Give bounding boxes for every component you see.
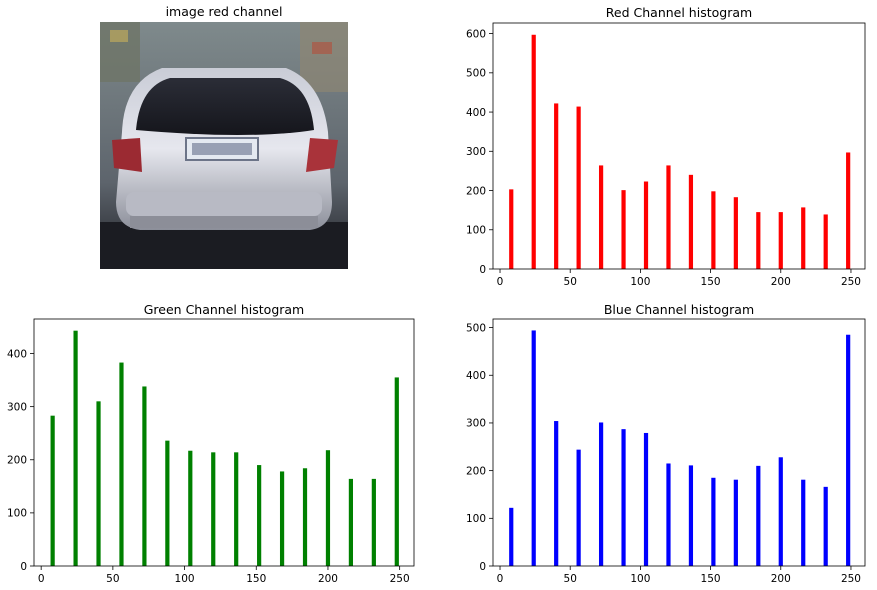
histogram-bar (823, 214, 828, 269)
histogram-bar (666, 463, 671, 566)
y-tick-label: 0 (479, 561, 486, 573)
chart-title-red: Red Channel histogram (605, 5, 753, 20)
histogram-bar (598, 422, 604, 566)
histogram-bar (688, 174, 694, 269)
y-tick-label: 500 (466, 322, 486, 334)
histogram-bar (257, 465, 262, 566)
y-tick-label: 300 (466, 418, 486, 430)
y-tick-label: 0 (479, 264, 486, 276)
histogram-bar (576, 106, 581, 269)
histogram-bar (801, 207, 806, 269)
axes-frame (492, 318, 866, 567)
histogram-bar (188, 450, 193, 566)
x-tick-label: 200 (771, 573, 791, 585)
x-tick-label: 100 (630, 276, 650, 288)
y-tick-label: 400 (466, 107, 486, 119)
histogram-bar (302, 468, 308, 566)
car-image (100, 22, 348, 269)
axes-frame (492, 22, 866, 270)
histogram-bar (733, 479, 738, 566)
x-tick-label: 100 (175, 573, 195, 585)
car-picture (100, 22, 348, 269)
histogram-bar (119, 362, 124, 566)
histogram-bar (348, 478, 354, 566)
histogram-bar (576, 449, 581, 566)
y-tick-label: 400 (466, 370, 486, 382)
x-tick-label: 50 (564, 276, 577, 288)
histogram-bar (279, 471, 285, 566)
x-tick-label: 250 (841, 573, 861, 585)
histogram-bar (778, 212, 783, 269)
green-histogram-chart: 0 50 100 150 200 250 0 100 200 300 400 (7, 318, 415, 585)
blue-histogram-chart: 0 50 100 150 200 250 0 100 200 300 400 500 (466, 318, 866, 585)
y-tick-label: 100 (466, 225, 486, 237)
histogram-bar (211, 452, 216, 566)
histogram-bar (509, 189, 514, 269)
histogram-bar (554, 421, 559, 566)
histogram-bar (621, 190, 626, 269)
x-tick-label: 0 (38, 573, 45, 585)
y-tick-label: 400 (7, 348, 27, 360)
x-tick-label: 50 (564, 573, 577, 585)
histogram-bar (643, 181, 649, 269)
histogram-bar (531, 330, 536, 566)
x-tick-label: 50 (106, 573, 119, 585)
axes-frame (33, 318, 415, 567)
x-tick-label: 200 (771, 276, 791, 288)
image-title: image red channel (165, 4, 283, 19)
histogram-bar (711, 477, 716, 566)
histogram-bar (688, 465, 694, 566)
y-tick-label: 200 (466, 185, 486, 197)
histogram-bar (846, 334, 851, 566)
histogram-bar (554, 103, 559, 269)
y-tick-label: 200 (7, 455, 27, 467)
histogram-bar (778, 457, 783, 566)
x-tick-label: 0 (497, 573, 504, 585)
chart-title-green: Green Channel histogram (143, 302, 305, 317)
histogram-bar (598, 165, 604, 269)
y-tick-label: 500 (466, 68, 486, 80)
histogram-bar (73, 330, 78, 566)
x-tick-label: 150 (701, 573, 721, 585)
histogram-bar (801, 479, 806, 566)
y-tick-label: 100 (466, 513, 486, 525)
histogram-bar (394, 377, 399, 566)
x-tick-label: 200 (318, 573, 338, 585)
histogram-bar (823, 486, 828, 566)
x-tick-label: 0 (497, 276, 504, 288)
y-tick-label: 300 (7, 401, 27, 413)
histogram-bar (371, 478, 376, 566)
histogram-bar (756, 212, 761, 269)
histogram-bar (756, 465, 761, 566)
x-tick-label: 150 (246, 573, 266, 585)
histogram-bar (234, 452, 239, 566)
y-tick-label: 100 (7, 508, 27, 520)
x-tick-label: 250 (841, 276, 861, 288)
x-tick-label: 100 (630, 573, 650, 585)
y-tick-label: 600 (466, 28, 486, 40)
histogram-bar (509, 507, 514, 566)
y-tick-label: 300 (466, 146, 486, 158)
chart-title-blue: Blue Channel histogram (603, 302, 755, 317)
histogram-bar (96, 401, 101, 566)
y-tick-label: 200 (466, 465, 486, 477)
histogram-bar (846, 152, 851, 269)
x-tick-label: 150 (701, 276, 721, 288)
histogram-bar (666, 165, 671, 269)
histogram-bar (142, 386, 147, 566)
histogram-bar (325, 450, 331, 566)
histogram-bar (733, 197, 738, 269)
histogram-bar (711, 191, 716, 269)
histogram-bar (531, 34, 536, 269)
histogram-bar (50, 415, 55, 566)
histogram-bar (165, 440, 170, 566)
red-histogram-chart: 0 50 100 150 200 250 0 100 200 300 400 500 600 (466, 22, 866, 288)
histogram-bar (643, 432, 649, 566)
x-tick-label: 250 (390, 573, 410, 585)
histogram-bar (621, 429, 626, 566)
y-tick-label: 0 (20, 561, 27, 573)
